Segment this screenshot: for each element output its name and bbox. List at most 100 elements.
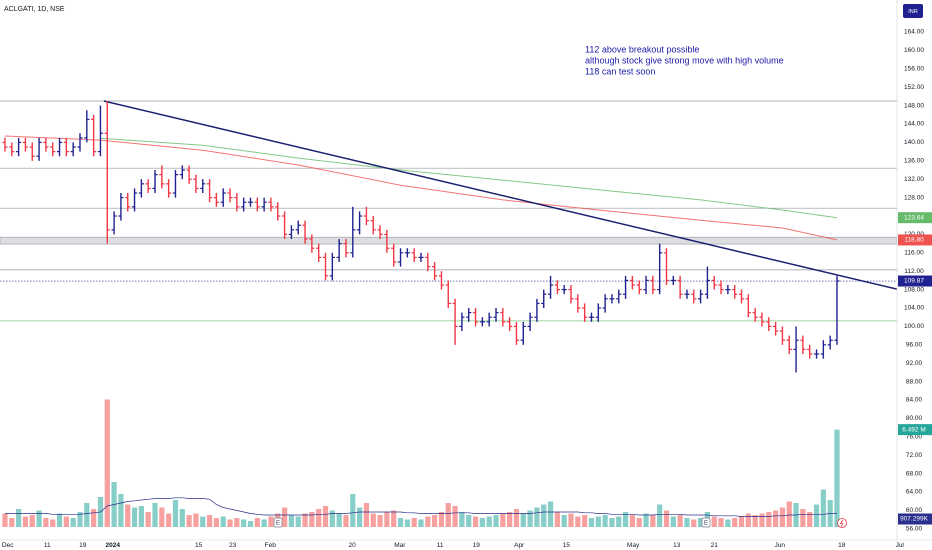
volume-bar <box>302 513 308 527</box>
chart-title: ACLGATI, 1D, NSE <box>4 6 65 13</box>
volume-bar <box>77 512 83 527</box>
volume-bar <box>425 516 431 527</box>
volume-bar <box>472 516 479 527</box>
y-tick-label: 68.00 <box>906 470 923 477</box>
volume-bar <box>779 507 786 527</box>
x-tick-label: 21 <box>711 542 719 549</box>
ma-tag: 123.64 <box>904 214 924 221</box>
volume-bar <box>350 494 356 527</box>
volume-bar <box>629 515 635 527</box>
volume-bar <box>281 507 288 527</box>
volume-bar <box>738 516 745 527</box>
volume-bar <box>213 518 219 527</box>
volume-bar <box>391 510 397 527</box>
x-tick-label: 23 <box>229 542 237 549</box>
alert-icon[interactable] <box>837 518 847 528</box>
volume-bar <box>479 518 485 527</box>
volume-bar <box>718 518 724 527</box>
y-tick-label: 100.00 <box>904 323 924 330</box>
volume-bar <box>595 516 601 527</box>
y-tick-label: 104.00 <box>904 305 924 312</box>
y-tick-label: 92.00 <box>906 360 923 367</box>
x-tick-label: May <box>627 542 640 549</box>
x-tick-label: 15 <box>563 542 571 549</box>
volume-bar <box>725 519 731 527</box>
volume-bar <box>636 518 642 527</box>
moving-average <box>100 137 838 219</box>
y-tick-label: 60.00 <box>906 507 923 514</box>
volume-bar <box>486 516 492 527</box>
volume-bar <box>316 509 322 527</box>
x-tick-label: 2024 <box>105 542 120 549</box>
y-tick-label: 132.00 <box>904 176 924 183</box>
volume-bar <box>766 512 772 527</box>
y-tick-label: 152.00 <box>904 84 924 91</box>
volume-bar <box>370 513 376 527</box>
volume-bar <box>622 512 629 527</box>
volume-bar <box>56 513 63 527</box>
volume-bar <box>84 503 90 527</box>
volume-bar <box>752 515 758 527</box>
volume-bar <box>397 518 404 527</box>
volume-bar <box>650 515 656 527</box>
currency-label: INR <box>908 9 918 15</box>
ma-tag-bg <box>898 234 932 246</box>
volume-bar <box>234 518 240 527</box>
volume-bar <box>507 512 513 527</box>
x-tick-label: 19 <box>473 542 481 549</box>
y-tick-label: 64.00 <box>906 489 923 496</box>
volume-bar <box>261 519 267 527</box>
x-tick-label: 11 <box>437 542 444 549</box>
earnings-icon[interactable] <box>701 517 711 528</box>
volume-bar <box>357 507 363 527</box>
volume-bar <box>807 512 813 527</box>
volume-bar <box>445 503 451 527</box>
axes: 56.00 60.00 64.00 68.00 72.00 76.00 80.00 84.00… <box>2 29 932 549</box>
volume-bar <box>500 513 506 527</box>
volume-bar <box>63 516 69 527</box>
volume-bar <box>411 518 417 527</box>
annotation: 118 can test soon <box>585 66 655 76</box>
annotation: although stock give strong move with hig… <box>585 55 784 65</box>
x-tick-label: Jul <box>896 542 905 549</box>
volume-bar <box>200 516 206 527</box>
x-tick-label: 13 <box>673 542 681 549</box>
volume-bar <box>820 489 826 527</box>
y-tick-label: 160.00 <box>904 47 924 54</box>
volume-bar <box>159 507 165 527</box>
y-tick-label: 76.00 <box>906 434 923 441</box>
volume-bar <box>363 503 370 527</box>
volume-bar <box>418 519 424 527</box>
earnings-icon[interactable] <box>273 517 283 528</box>
x-tick-label: 11 <box>44 542 51 549</box>
volume-bar <box>773 510 779 527</box>
volume-bar <box>834 429 840 527</box>
volume-bar <box>602 515 608 527</box>
x-tick-label: 18 <box>838 542 846 549</box>
volume-bar <box>43 518 49 527</box>
y-tick-label: 128.00 <box>904 194 924 201</box>
volume-bar <box>343 515 349 527</box>
volume-bar <box>466 515 472 527</box>
moving-average <box>4 135 838 241</box>
volume-bar <box>227 519 233 527</box>
volume-bar <box>9 518 15 527</box>
volume-ma-tag: 907.299K <box>900 516 928 523</box>
x-tick-label: 19 <box>79 542 87 549</box>
volume-bar <box>800 509 806 527</box>
volume-bar <box>166 513 172 527</box>
volume-bar <box>697 518 704 527</box>
volume-ma-line <box>5 497 838 517</box>
volume-bar <box>50 519 56 527</box>
y-tick-label: 108.00 <box>904 286 924 293</box>
x-tick-label: 20 <box>348 542 356 549</box>
volume-bar <box>609 518 615 527</box>
volume-bar <box>172 500 179 527</box>
volume-bar <box>247 521 254 527</box>
volume-bar <box>336 513 342 527</box>
volume-bar <box>70 518 76 527</box>
volume-bar <box>732 518 738 527</box>
y-tick-label: 88.00 <box>906 378 923 385</box>
y-tick-label: 140.00 <box>904 139 924 146</box>
